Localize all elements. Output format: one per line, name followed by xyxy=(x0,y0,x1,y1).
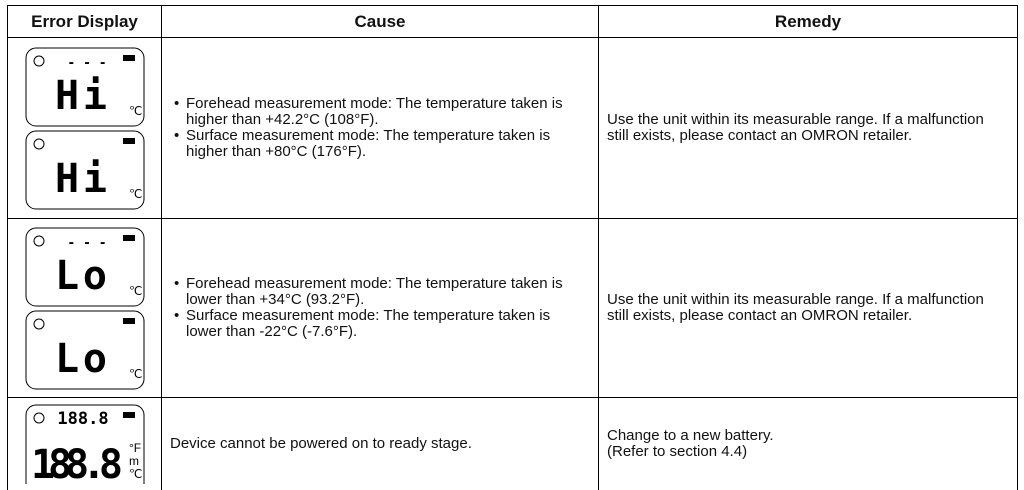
battery-icon xyxy=(123,412,135,418)
mode-icon xyxy=(34,413,44,423)
remedy-text: Change to a new battery. xyxy=(607,428,1009,444)
lcd-display: 188.8 188.8 °Fm℃ xyxy=(25,404,145,484)
cause-item: Surface measurement mode: The temperatur… xyxy=(186,128,590,160)
lcd-unit: ℃ xyxy=(129,187,142,201)
lcd-unit: ℃ xyxy=(129,367,142,381)
header-cell: Cause xyxy=(162,6,599,38)
lcd-main: 188.8 xyxy=(31,442,123,484)
cause-cell: Device cannot be powered on to ready sta… xyxy=(162,398,599,490)
cause-text: Device cannot be powered on to ready sta… xyxy=(170,436,590,452)
lcd-display: - - - Hi ℃ xyxy=(25,47,145,127)
row: - - - Hi ℃ Hi ℃ Forehead measurement mode: T… xyxy=(8,38,1018,219)
lcd-unit: ℃ xyxy=(129,284,142,298)
lcd-indicator: - - - xyxy=(67,56,106,71)
lcd-unit: ℃ xyxy=(129,467,142,481)
header-row: Error Display Cause Remedy xyxy=(8,6,1018,38)
cause-cell: Forehead measurement mode: The temperatu… xyxy=(162,38,599,219)
battery-icon xyxy=(123,55,135,61)
remedy-cell: Use the unit within its measurable range… xyxy=(599,219,1018,398)
lcd-main: Hi xyxy=(55,156,107,202)
header-cell: Remedy xyxy=(599,6,1018,38)
remedy-text: (Refer to section 4.4) xyxy=(607,444,1009,460)
lcd-display: - - - Lo ℃ xyxy=(25,227,145,307)
cause-cell: Forehead measurement mode: The temperatu… xyxy=(162,219,599,398)
remedy-text: Use the unit within its measurable range… xyxy=(607,292,1009,324)
header-cell: Error Display xyxy=(8,6,162,38)
lcd-unit: m xyxy=(129,454,139,468)
remedy-cell: Change to a new battery.(Refer to sectio… xyxy=(599,398,1018,490)
mode-icon xyxy=(34,139,44,149)
lcd-display: Lo ℃ xyxy=(25,310,145,390)
battery-icon xyxy=(123,318,135,324)
remedy-text: Use the unit within its measurable range… xyxy=(607,112,1009,144)
cause-item: Forehead measurement mode: The temperatu… xyxy=(186,96,590,128)
lcd-main: Lo xyxy=(55,336,107,382)
lcd-main: Lo xyxy=(55,253,107,299)
remedy-cell: Use the unit within its measurable range… xyxy=(599,38,1018,219)
lcd-unit: °F xyxy=(129,441,141,455)
lcd-display: Hi ℃ xyxy=(25,130,145,210)
lcd-indicator: 188.8 xyxy=(57,409,108,429)
lcd-unit: ℃ xyxy=(129,104,142,118)
battery-icon xyxy=(123,138,135,144)
battery-icon xyxy=(123,235,135,241)
lcd-main: Hi xyxy=(55,73,107,119)
display-cell: - - - Hi ℃ Hi ℃ xyxy=(8,38,162,219)
error-table: Error Display Cause Remedy - - - Hi ℃ Hi ℃ F… xyxy=(7,5,1018,490)
display-cell: - - - Lo ℃ Lo ℃ xyxy=(8,219,162,398)
cause-list: Forehead measurement mode: The temperatu… xyxy=(170,96,590,160)
cause-list: Forehead measurement mode: The temperatu… xyxy=(170,276,590,340)
mode-icon xyxy=(34,319,44,329)
mode-icon xyxy=(34,56,44,66)
page: Error Display Cause Remedy - - - Hi ℃ Hi ℃ F… xyxy=(0,0,1024,483)
lcd-indicator: - - - xyxy=(67,236,106,251)
cause-item: Surface measurement mode: The temperatur… xyxy=(186,308,590,340)
mode-icon xyxy=(34,236,44,246)
cause-item: Forehead measurement mode: The temperatu… xyxy=(186,276,590,308)
row: - - - Lo ℃ Lo ℃ Forehead measurement mode: T… xyxy=(8,219,1018,398)
